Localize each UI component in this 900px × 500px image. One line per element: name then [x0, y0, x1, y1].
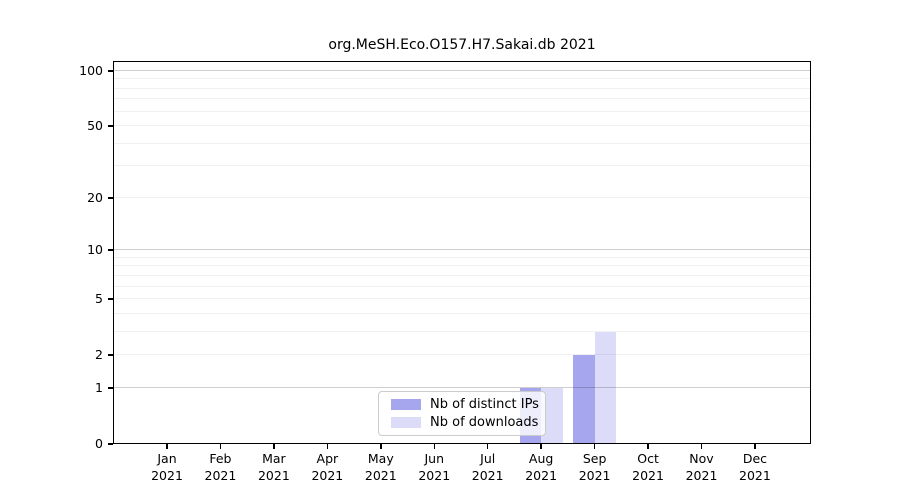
x-tick-label-line: Jun [424, 451, 445, 466]
y-gridline-major [113, 69, 811, 71]
x-tick-mark [754, 444, 756, 449]
y-tick-label: 50 [87, 118, 103, 134]
x-tick-mark [540, 444, 542, 449]
x-tick-label-line: Aug [528, 451, 554, 466]
x-tick-label-line: Nov [689, 451, 714, 466]
chart-title: org.MeSH.Eco.O157.H7.Sakai.db 2021 [328, 37, 596, 53]
y-tick-mark [108, 443, 113, 445]
x-tick-label-line: Oct [637, 451, 659, 466]
x-tick-label-line: Apr [316, 451, 339, 466]
legend-label: Nb of downloads [430, 415, 539, 430]
x-tick-label-line: 2021 [632, 467, 664, 483]
x-tick-label: Oct 2021 [618, 451, 678, 484]
y-tick-label: 2 [95, 347, 103, 363]
y-gridline-minor [113, 330, 811, 332]
y-gridline-minor [113, 142, 811, 144]
x-tick-label-line: 2021 [471, 467, 504, 483]
legend-item-downloads: Nb of downloads [391, 415, 545, 430]
y-tick-mark [108, 387, 113, 389]
x-tick-label-line: 2021 [685, 467, 718, 483]
y-gridline-minor [113, 196, 811, 198]
x-tick-label: Nov 2021 [672, 451, 732, 484]
y-gridline-major [113, 249, 811, 251]
y-tick-label: 100 [79, 62, 103, 78]
y-gridline-major [113, 386, 811, 388]
y-gridline-minor [113, 165, 811, 167]
y-tick-label: 0 [95, 436, 103, 451]
bar-distinct-ips-sep [573, 355, 595, 444]
y-tick-mark [108, 249, 113, 251]
y-gridline-minor [113, 98, 811, 100]
y-gridline-minor [113, 298, 811, 300]
y-tick-mark [108, 70, 113, 72]
x-tick-label-line: 2021 [151, 467, 183, 483]
x-tick-mark [593, 444, 596, 449]
y-tick-mark [108, 298, 113, 300]
x-tick-label-line: Dec [742, 451, 768, 466]
x-tick-label: Jan 2021 [137, 451, 197, 484]
x-tick-mark [486, 444, 489, 449]
y-gridline-minor [113, 87, 811, 89]
x-tick-mark [380, 444, 382, 449]
x-tick-mark [219, 444, 222, 449]
x-tick-label-line: Sep [582, 451, 607, 466]
x-tick-label: Aug 2021 [511, 451, 571, 484]
y-tick-label: 5 [95, 291, 103, 307]
distinct-ips-swatch-icon [391, 399, 421, 410]
y-gridline-minor [113, 110, 811, 112]
x-tick-label: Sep 2021 [565, 451, 625, 484]
x-tick-mark [700, 444, 703, 449]
y-tick-label: 20 [87, 189, 103, 205]
x-tick-label: Dec 2021 [725, 451, 785, 484]
x-tick-label-line: 2021 [418, 467, 451, 483]
y-gridline-minor [113, 285, 811, 287]
legend: Nb of distinct IPs Nb of downloads [378, 391, 546, 436]
x-tick-label-line: Jul [480, 451, 496, 466]
bar-downloads-aug [541, 387, 563, 444]
y-gridline-minor [113, 256, 811, 258]
x-tick-label-line: 2021 [578, 467, 611, 483]
x-tick-mark [166, 444, 168, 449]
x-tick-label-line: May [367, 451, 394, 466]
y-gridline-minor [113, 125, 811, 127]
y-gridline-minor [113, 312, 811, 314]
x-tick-mark [647, 444, 649, 449]
x-tick-label-line: 2021 [311, 467, 344, 483]
x-tick-label: May 2021 [351, 451, 411, 484]
x-tick-label-line: 2021 [257, 467, 290, 483]
x-tick-label-line: Jan [157, 451, 177, 466]
downloads-swatch-icon [391, 417, 421, 428]
y-gridline-minor [113, 78, 811, 80]
y-gridline-minor [113, 274, 811, 276]
x-tick-label-line: 2021 [204, 467, 237, 483]
x-tick-label: Jul 2021 [458, 451, 518, 484]
legend-item-distinct-ips: Nb of distinct IPs [391, 397, 545, 412]
legend-label: Nb of distinct IPs [430, 397, 539, 412]
x-tick-label: Mar 2021 [244, 451, 304, 484]
x-tick-label: Jun 2021 [404, 451, 464, 484]
x-tick-mark [433, 444, 435, 449]
x-tick-label: Feb 2021 [190, 451, 250, 484]
x-tick-label-line: 2021 [739, 467, 771, 483]
x-tick-label-line: Feb [209, 451, 232, 466]
y-tick-mark [108, 354, 113, 356]
x-tick-label-line: Mar [262, 451, 286, 466]
x-tick-mark [326, 444, 329, 449]
y-tick-mark [108, 125, 113, 127]
y-gridline-minor [113, 354, 811, 356]
plot-area [113, 61, 811, 444]
y-tick-label: 10 [87, 242, 103, 258]
x-tick-label-line: 2021 [364, 467, 397, 483]
y-gridline-minor [113, 265, 811, 267]
bar-downloads-sep [594, 331, 616, 444]
y-tick-mark [108, 197, 113, 199]
x-tick-label-line: 2021 [525, 467, 558, 483]
x-tick-label: Apr 2021 [297, 451, 357, 484]
y-tick-label: 1 [95, 379, 103, 395]
x-tick-mark [273, 444, 275, 449]
